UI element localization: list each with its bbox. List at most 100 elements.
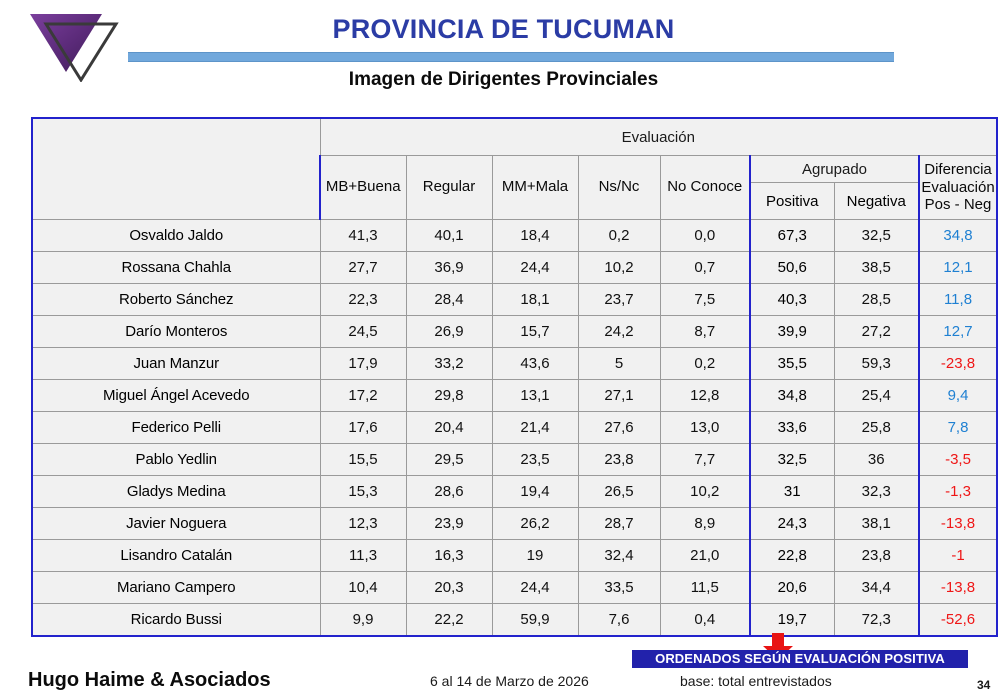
cell-ns-nc: 33,5 xyxy=(577,571,661,604)
table-row: Federico Pelli 17,6 20,4 21,4 27,6 13,0 33,6 25… xyxy=(31,411,999,444)
table-row: Osvaldo Jaldo 41,3 40,1 18,4 0,2 0,0 67,3 32,5 3… xyxy=(31,219,999,252)
cell-ns-nc: 28,7 xyxy=(577,507,661,540)
cell-diferencia: -3,5 xyxy=(918,443,999,476)
cell-negativa: 28,5 xyxy=(833,283,920,316)
cell-mm-mala: 19,4 xyxy=(491,475,579,508)
cell-regular: 40,1 xyxy=(405,219,493,252)
cell-diferencia: 7,8 xyxy=(918,411,999,444)
cell-mb-buena: 11,3 xyxy=(319,539,407,572)
header-negativa: Negativa xyxy=(833,182,920,220)
header-evaluacion: Evaluación xyxy=(319,117,999,156)
header-corner-blank xyxy=(31,117,321,220)
cell-diferencia: 12,7 xyxy=(918,315,999,348)
cell-no-conoce: 11,5 xyxy=(659,571,751,604)
cell-no-conoce: 0,7 xyxy=(659,251,751,284)
cell-mm-mala: 13,1 xyxy=(491,379,579,412)
row-leader-name: Javier Noguera xyxy=(31,507,321,540)
base-note: base: total entrevistados xyxy=(680,673,832,689)
evaluation-table-body: Osvaldo Jaldo 41,3 40,1 18,4 0,2 0,0 67,3 32,5 3… xyxy=(31,219,999,637)
page-subtitle: Imagen de Dirigentes Provinciales xyxy=(348,69,659,90)
cell-mb-buena: 15,5 xyxy=(319,443,407,476)
cell-negativa: 23,8 xyxy=(833,539,920,572)
table-row: Darío Monteros 24,5 26,9 15,7 24,2 8,7 39,9 27,… xyxy=(31,315,999,348)
cell-regular: 28,4 xyxy=(405,283,493,316)
cell-negativa: 25,4 xyxy=(833,379,920,412)
cell-positiva: 40,3 xyxy=(749,283,835,316)
cell-mm-mala: 24,4 xyxy=(491,251,579,284)
cell-positiva: 34,8 xyxy=(749,379,835,412)
cell-positiva: 32,5 xyxy=(749,443,835,476)
cell-mb-buena: 12,3 xyxy=(319,507,407,540)
cell-regular: 20,4 xyxy=(405,411,493,444)
cell-no-conoce: 13,0 xyxy=(659,411,751,444)
row-leader-name: Gladys Medina xyxy=(31,475,321,508)
cell-no-conoce: 0,4 xyxy=(659,603,751,637)
header-diferencia-line3: Pos - Neg xyxy=(924,196,992,214)
cell-diferencia: 12,1 xyxy=(918,251,999,284)
cell-ns-nc: 0,2 xyxy=(577,219,661,252)
table-row: Mariano Campero 10,4 20,3 24,4 33,5 11,5 20,6 3… xyxy=(31,571,999,604)
table-header-row-1: Evaluación xyxy=(31,117,999,220)
header-positiva: Positiva xyxy=(749,182,835,220)
cell-negativa: 38,1 xyxy=(833,507,920,540)
cell-no-conoce: 10,2 xyxy=(659,475,751,508)
cell-regular: 26,9 xyxy=(405,315,493,348)
cell-ns-nc: 23,8 xyxy=(577,443,661,476)
cell-regular: 22,2 xyxy=(405,603,493,637)
cell-regular: 29,5 xyxy=(405,443,493,476)
cell-mm-mala: 59,9 xyxy=(491,603,579,637)
hugo-haime-triangle-logo xyxy=(16,6,128,83)
cell-positiva: 24,3 xyxy=(749,507,835,540)
table-row: Gladys Medina 15,3 28,6 19,4 26,5 10,2 31 32,3-… xyxy=(31,475,999,508)
cell-positiva: 20,6 xyxy=(749,571,835,604)
cell-positiva: 19,7 xyxy=(749,603,835,637)
slide-number: 34 xyxy=(977,678,991,692)
row-leader-name: Lisandro Catalán xyxy=(31,539,321,572)
cell-mm-mala: 18,4 xyxy=(491,219,579,252)
table-row: Javier Noguera 12,3 23,9 26,2 28,7 8,9 24,3 38,… xyxy=(31,507,999,540)
cell-no-conoce: 0,0 xyxy=(659,219,751,252)
header-diferencia: Diferencia Evaluación Pos - Neg xyxy=(918,155,999,220)
cell-positiva: 22,8 xyxy=(749,539,835,572)
cell-ns-nc: 5 xyxy=(577,347,661,380)
cell-no-conoce: 7,5 xyxy=(659,283,751,316)
cell-no-conoce: 7,7 xyxy=(659,443,751,476)
cell-positiva: 39,9 xyxy=(749,315,835,348)
row-leader-name: Roberto Sánchez xyxy=(31,283,321,316)
cell-mb-buena: 41,3 xyxy=(319,219,407,252)
cell-ns-nc: 23,7 xyxy=(577,283,661,316)
cell-diferencia: -1 xyxy=(918,539,999,572)
cell-mb-buena: 24,5 xyxy=(319,315,407,348)
row-leader-name: Mariano Campero xyxy=(31,571,321,604)
cell-ns-nc: 24,2 xyxy=(577,315,661,348)
cell-mb-buena: 17,6 xyxy=(319,411,407,444)
cell-positiva: 50,6 xyxy=(749,251,835,284)
cell-regular: 28,6 xyxy=(405,475,493,508)
cell-negativa: 59,3 xyxy=(833,347,920,380)
header-ns-nc: Ns/Nc xyxy=(577,155,661,220)
cell-regular: 23,9 xyxy=(405,507,493,540)
cell-negativa: 38,5 xyxy=(833,251,920,284)
cell-mb-buena: 22,3 xyxy=(319,283,407,316)
cell-positiva: 31 xyxy=(749,475,835,508)
cell-regular: 29,8 xyxy=(405,379,493,412)
cell-diferencia: 11,8 xyxy=(918,283,999,316)
cell-mb-buena: 17,9 xyxy=(319,347,407,380)
cell-positiva: 33,6 xyxy=(749,411,835,444)
row-leader-name: Ricardo Bussi xyxy=(31,603,321,637)
cell-regular: 33,2 xyxy=(405,347,493,380)
cell-diferencia: 34,8 xyxy=(918,219,999,252)
cell-negativa: 32,3 xyxy=(833,475,920,508)
cell-diferencia: -1,3 xyxy=(918,475,999,508)
cell-diferencia: -23,8 xyxy=(918,347,999,380)
table-row: Roberto Sánchez 22,3 28,4 18,1 23,7 7,5 40,3 28… xyxy=(31,283,999,316)
cell-mm-mala: 43,6 xyxy=(491,347,579,380)
cell-ns-nc: 27,1 xyxy=(577,379,661,412)
cell-no-conoce: 12,8 xyxy=(659,379,751,412)
cell-diferencia: -13,8 xyxy=(918,507,999,540)
table-header-row-3: Positiva Negativa xyxy=(32,182,997,220)
cell-negativa: 36 xyxy=(833,443,920,476)
cell-mm-mala: 19 xyxy=(491,539,579,572)
cell-mm-mala: 23,5 xyxy=(491,443,579,476)
